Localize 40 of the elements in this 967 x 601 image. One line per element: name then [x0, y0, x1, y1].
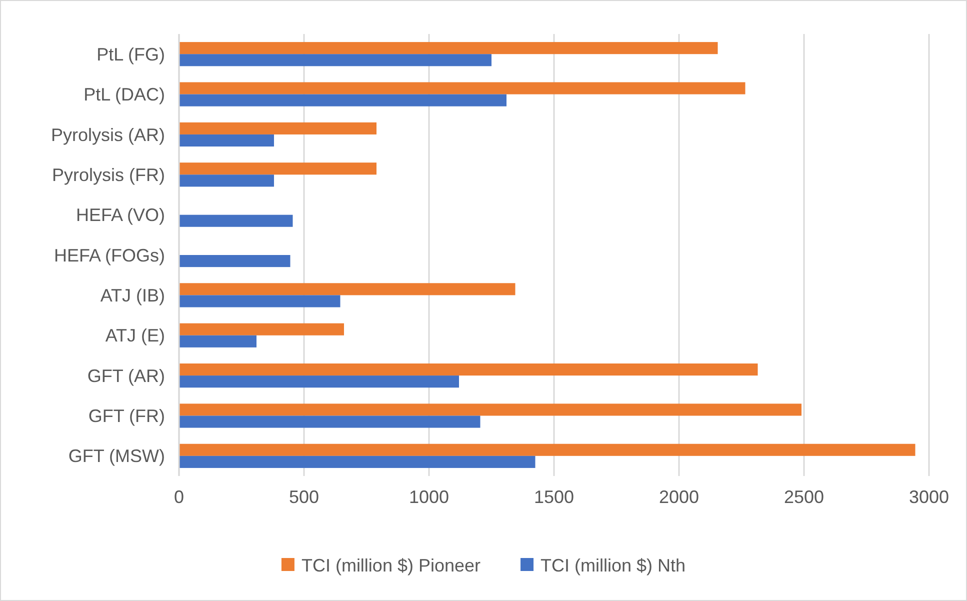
bar — [179, 94, 506, 106]
y-tick-label: GFT (AR) — [87, 366, 165, 386]
bar — [179, 363, 758, 376]
bar — [179, 444, 916, 456]
y-tick-label: PtL (DAC) — [84, 84, 165, 105]
y-tick-label: Pyrolysis (FR) — [52, 164, 165, 185]
bar — [179, 174, 274, 187]
y-tick-label: ATJ (IB) — [100, 285, 165, 306]
x-tick-label: 2500 — [784, 486, 824, 507]
x-tick-label: 2000 — [658, 486, 700, 507]
y-tick-label: HEFA (VO) — [76, 205, 165, 226]
y-tick-label: HEFA (FOGs) — [54, 245, 165, 266]
legend-label: TCI (million $) Pioneer — [301, 555, 481, 576]
x-tick-label: 1500 — [534, 486, 574, 507]
bar — [179, 283, 516, 296]
bar — [179, 134, 274, 147]
bar — [179, 214, 293, 227]
bar — [179, 82, 746, 94]
y-tick-label: PtL (FG) — [96, 44, 165, 64]
x-tick-label: 500 — [288, 486, 320, 507]
bar — [179, 42, 718, 54]
x-tick-label: 0 — [174, 486, 184, 507]
x-tick-label: 3000 — [908, 486, 950, 507]
bar — [179, 122, 376, 134]
bar — [179, 335, 256, 348]
y-tick-label: ATJ (E) — [105, 326, 165, 346]
bar — [179, 54, 492, 66]
bar — [179, 255, 290, 268]
bar — [179, 416, 480, 428]
bar — [179, 404, 802, 416]
bar — [179, 162, 376, 175]
y-tick-label: GFT (FR) — [88, 406, 165, 426]
bar — [179, 295, 340, 308]
y-tick-label: Pyrolysis (AR) — [50, 124, 165, 145]
bar — [179, 376, 459, 388]
y-tick-label: GFT (MSW) — [68, 446, 165, 466]
x-tick-label: 1000 — [408, 486, 450, 507]
bar — [179, 323, 344, 336]
bar — [179, 456, 536, 468]
legend-label: TCI (million $) Nth — [540, 555, 686, 576]
